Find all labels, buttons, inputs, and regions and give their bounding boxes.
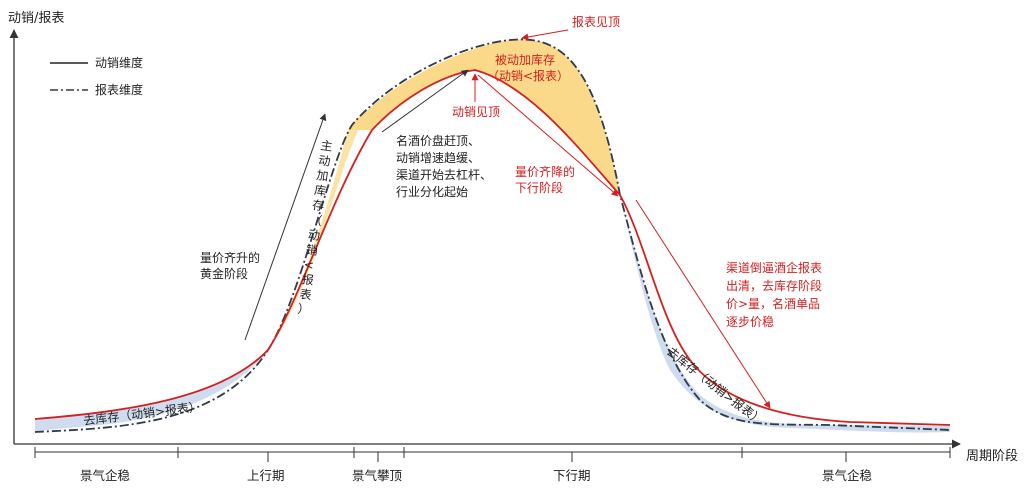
channel-clear-note-line2: 出清，去库存阶段: [726, 278, 822, 293]
report-peak-label: 报表见顶: [572, 14, 620, 29]
destock-right-label: 去库存（动销>报表）: [664, 344, 766, 429]
golden-stage-arrow: [244, 113, 327, 341]
channel-clear-note-line1: 渠道倒逼酒企报表: [726, 260, 822, 275]
x-axis-label: 周期阶段: [966, 449, 1018, 464]
svg-text:报: 报: [301, 271, 315, 288]
svg-text:动: 动: [318, 153, 332, 169]
y-axis-label: 动销/报表: [8, 11, 64, 26]
svg-text:动: 动: [307, 228, 321, 244]
svg-text:销: 销: [305, 242, 319, 258]
svg-text:加: 加: [315, 168, 329, 184]
svg-text:表: 表: [299, 287, 313, 303]
active-stock-region: [268, 108, 372, 350]
svg-text:存: 存: [311, 198, 325, 214]
svg-text:<: <: [303, 257, 315, 272]
decline-arrow-upper: [477, 74, 619, 197]
golden-stage-note-line1: 量价齐升的: [200, 250, 260, 265]
decline-note-line1: 量价齐降的: [515, 164, 575, 179]
passive-stock-label-line2: （动销<报表）: [487, 68, 569, 83]
phase-bracket: [34, 447, 951, 462]
report-dimension-curve: [34, 38, 951, 433]
peak-note-line1: 名酒价盘赶顶、: [396, 133, 480, 148]
svg-text:（: （: [309, 213, 323, 229]
peak-note-line2: 动销增速趋缓、: [396, 151, 480, 165]
passive-stock-label-line1: 被动加库存: [495, 52, 555, 67]
peak-notes-arrow: [381, 69, 469, 133]
legend-dashdot-label: 报表维度: [95, 82, 143, 97]
decline-note-line2: 下行阶段: [515, 180, 563, 195]
peak-note-line4: 行业分化起始: [396, 185, 468, 199]
golden-stage-note-line2: 黄金阶段: [200, 266, 248, 281]
sales-dimension-curve: [34, 69, 951, 426]
destock-left-region: [35, 350, 268, 432]
report-peak-arrow: [521, 29, 569, 41]
phase-label-downward: 下行期: [553, 468, 591, 483]
phase-label-stable-2: 景气企稳: [822, 468, 873, 483]
phase-label-peak: 景气攀顶: [352, 468, 403, 483]
destock-left-label: 去库存（动销>报表）: [83, 399, 202, 428]
sales-peak-label: 动销见顶: [452, 105, 500, 119]
channel-clear-note-line4: 逐步价稳: [726, 314, 774, 329]
svg-text:主: 主: [320, 138, 334, 154]
svg-text:）: ）: [297, 302, 311, 318]
decline-arrow-lower: [635, 199, 771, 409]
peak-note-line3: 渠道开始去杠杆、: [396, 167, 492, 182]
phase-label-upward: 上行期: [247, 468, 285, 483]
svg-text:库: 库: [313, 182, 327, 199]
phase-label-stable-1: 景气企稳: [80, 468, 131, 483]
legend-solid-label: 动销维度: [95, 55, 143, 70]
destock-right-region: [620, 195, 950, 433]
active-stock-label: 主 动 加 库 存 （ 动 销 < 报 表 ）: [297, 138, 334, 317]
passive-stock-region: [348, 39, 620, 195]
channel-clear-note-line3: 价>量，名酒单品: [726, 296, 820, 311]
